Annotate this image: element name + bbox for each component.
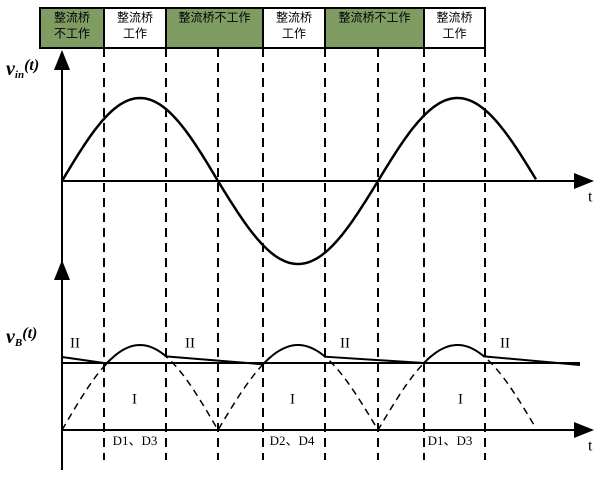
bar-text: 工作 xyxy=(123,27,147,41)
upper-x-label: t xyxy=(588,189,593,206)
bar-segment xyxy=(103,7,167,49)
diode-label: D1、D3 xyxy=(113,433,158,448)
output-voltage xyxy=(61,343,581,369)
inner-region-label: I xyxy=(458,391,463,407)
region-label: II xyxy=(70,335,80,351)
upper-y-label: vin(t) xyxy=(6,57,39,81)
bar-text: 整流桥 xyxy=(54,10,90,25)
inner-region-label: I xyxy=(290,391,295,407)
diode-label: D1、D3 xyxy=(428,433,473,448)
inner-region-label: I xyxy=(132,391,137,407)
bar-text: 整流桥不工作 xyxy=(338,10,410,25)
bar-text: 不工作 xyxy=(54,27,90,41)
bar-segment xyxy=(423,7,486,49)
region-label: II xyxy=(500,335,510,351)
lower-x-label: t xyxy=(588,438,593,455)
bar-text: 整流桥不工作 xyxy=(178,10,250,25)
region-label: II xyxy=(340,335,350,351)
bar-segment xyxy=(165,7,264,49)
diode-label: D2、D4 xyxy=(270,433,315,448)
input-sine xyxy=(60,96,538,266)
bar-text: 整流桥 xyxy=(276,10,312,25)
bar-text: 工作 xyxy=(282,27,306,41)
bar-segment xyxy=(39,7,105,49)
bar-text: 整流桥 xyxy=(117,10,153,25)
region-label: II xyxy=(185,335,195,351)
rectified-dashed xyxy=(61,344,537,432)
lower-y-label: vB(t) xyxy=(6,325,37,349)
bar-segment xyxy=(324,7,425,49)
bar-text: 工作 xyxy=(442,27,466,41)
bar-text: 整流桥 xyxy=(436,10,472,25)
